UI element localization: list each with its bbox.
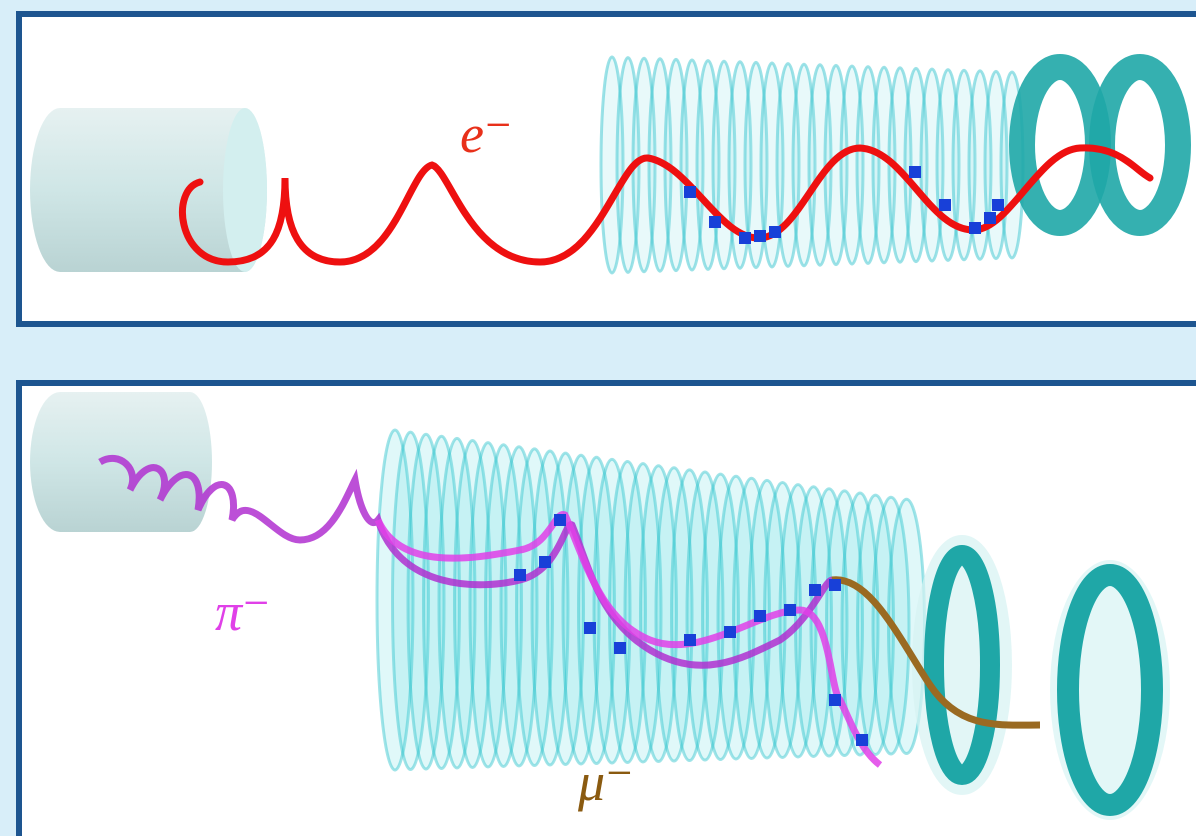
muon-track <box>831 576 1041 729</box>
hits <box>684 166 1004 244</box>
ring <box>1057 564 1163 816</box>
disk <box>685 470 725 762</box>
disk-stack <box>375 428 926 772</box>
detector-top <box>30 108 267 272</box>
disk <box>391 430 430 771</box>
hit <box>754 230 766 242</box>
particle-label: π⁻ <box>215 582 271 642</box>
pion-track-2 <box>374 511 883 768</box>
disk <box>701 472 740 761</box>
hit <box>724 626 736 638</box>
hit <box>856 734 868 746</box>
disk <box>639 464 678 763</box>
disk <box>840 491 880 757</box>
hit <box>754 610 766 622</box>
hits <box>514 514 868 746</box>
disk <box>670 468 709 763</box>
disk <box>484 443 523 768</box>
disk <box>375 428 415 772</box>
hit <box>784 604 796 616</box>
hit <box>684 634 696 646</box>
hit <box>614 642 626 654</box>
hit <box>829 579 841 591</box>
particle-label: μ⁻ <box>577 752 634 812</box>
inner-cylinder <box>30 108 267 272</box>
disk <box>468 441 508 769</box>
pion-track <box>98 454 834 669</box>
hit <box>984 212 996 224</box>
hit <box>769 226 781 238</box>
disk <box>422 434 461 771</box>
hit <box>909 166 921 178</box>
disk <box>453 439 492 769</box>
cylinder-end <box>223 108 267 272</box>
hit <box>829 694 841 706</box>
disk <box>623 462 663 764</box>
disk <box>515 447 554 768</box>
particle-label: e⁻ <box>460 104 512 164</box>
end-rings <box>1009 54 1191 236</box>
hit <box>684 186 696 198</box>
hit <box>992 199 1004 211</box>
disk <box>499 445 539 768</box>
hit <box>709 216 721 228</box>
hit <box>739 232 751 244</box>
hit <box>584 622 596 634</box>
disk <box>406 432 446 771</box>
hit <box>809 584 821 596</box>
hit <box>939 199 951 211</box>
hit <box>514 569 526 581</box>
disk <box>654 466 694 763</box>
hit <box>539 556 551 568</box>
disk <box>530 449 570 767</box>
hit <box>969 222 981 234</box>
ring <box>924 545 1000 785</box>
disk <box>437 436 477 770</box>
ring <box>1089 54 1191 236</box>
hit <box>554 514 566 526</box>
